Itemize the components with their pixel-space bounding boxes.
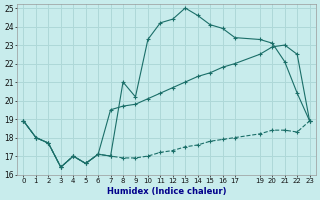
X-axis label: Humidex (Indice chaleur): Humidex (Indice chaleur) (107, 187, 226, 196)
